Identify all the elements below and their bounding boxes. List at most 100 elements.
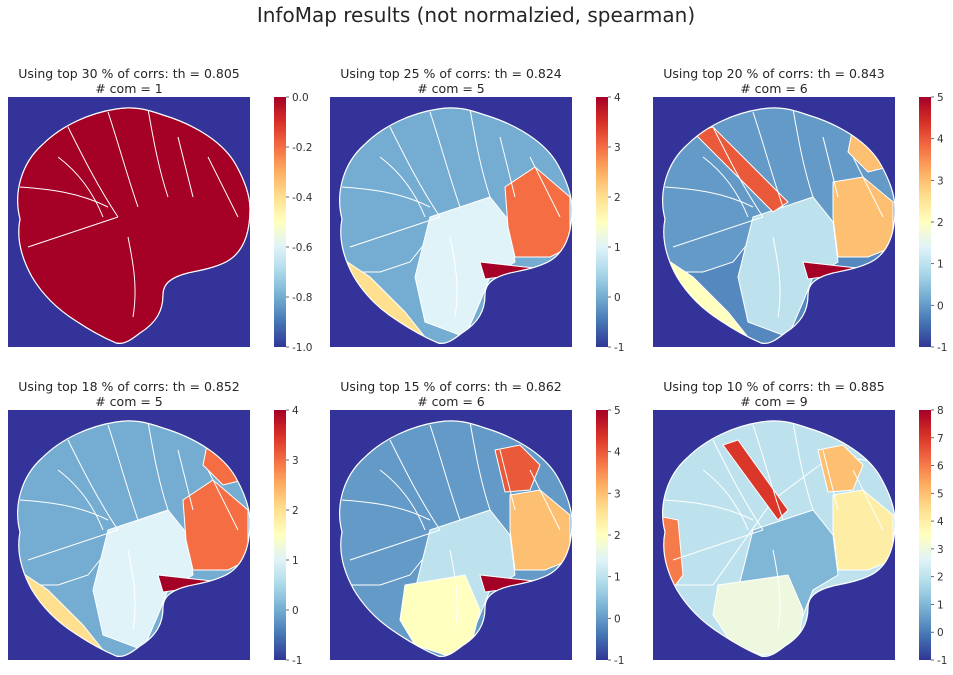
parcel-boundary: [672, 529, 764, 561]
parcel-boundary: [341, 499, 431, 521]
colorbar: [919, 97, 931, 347]
parcel-boundary: [57, 156, 104, 218]
heatmap-image: [653, 410, 896, 660]
colorbar-tick-label: 3: [614, 142, 621, 154]
parcel-boundary: [27, 529, 119, 561]
colorbar-tick-label: -1: [292, 655, 302, 667]
colorbar-tick-label: -0.8: [292, 292, 313, 304]
parcel-boundary: [27, 216, 119, 248]
parcel-boundary: [207, 469, 239, 531]
colorbar-tick-label: 2: [614, 192, 621, 204]
parcel-boundary: [822, 136, 839, 198]
parcel-boundary: [107, 111, 139, 208]
community-region: [92, 509, 194, 651]
colorbar-tick-label: 1: [614, 572, 621, 584]
parcel-boundary: [852, 156, 884, 218]
colorbar-tick-label: 1: [292, 555, 299, 567]
parcel-boundary: [177, 449, 194, 511]
community-region: [832, 176, 894, 258]
colorbar: [274, 97, 286, 347]
subplot-title: Using top 30 % of corrs: th = 0.805: [18, 66, 239, 81]
colorbar-tick-label: 0: [614, 613, 621, 625]
colorbar-tick-label: 2: [937, 217, 944, 229]
colorbar-tick-label: -1: [937, 342, 947, 354]
colorbar-tick-label: -1: [937, 655, 947, 667]
parcel-boundary: [712, 126, 764, 218]
parcel-boundary: [822, 449, 839, 511]
subplot-grid: Using top 30 % of corrs: th = 0.805# com…: [8, 66, 947, 667]
parcel-boundary: [449, 549, 458, 631]
colorbar-tick-label: 1: [937, 599, 944, 611]
colorbar-tick-label: 5: [937, 488, 944, 500]
colorbar-tick-label: 4: [614, 92, 621, 104]
parcel-boundary: [379, 156, 426, 218]
parcel-boundary: [529, 156, 561, 218]
parcel-boundary: [127, 549, 136, 631]
parcel-boundary: [147, 108, 169, 198]
parcel-boundary: [147, 421, 169, 511]
parcel-boundary: [702, 469, 749, 531]
colorbar-tick-label: 5: [614, 405, 621, 417]
figure-suptitle: InfoMap results (not normalzied, spearma…: [257, 3, 695, 27]
parcel-boundary: [19, 499, 109, 521]
subplot-title: Using top 10 % of corrs: th = 0.885: [663, 379, 884, 394]
colorbar-tick-label: 6: [937, 461, 944, 473]
community-region: [662, 514, 684, 596]
parcel-boundary: [67, 439, 119, 531]
subplot-community-count: # com = 1: [95, 81, 163, 96]
colorbar-tick-label: 2: [937, 572, 944, 584]
parcel-boundary: [772, 236, 781, 318]
community-region: [737, 196, 839, 338]
colorbar-tick-label: 8: [937, 405, 944, 417]
colorbar-tick-label: 0: [937, 627, 944, 639]
colorbar-tick-label: -1: [614, 655, 624, 667]
parcel-boundary: [772, 549, 781, 631]
brain-outline: [339, 107, 573, 345]
heatmap-image: [8, 410, 251, 660]
brain-outline: [17, 107, 251, 345]
parcel-boundary: [752, 111, 784, 208]
subplot-community-count: # com = 9: [740, 394, 808, 409]
colorbar-tick-label: 0.0: [292, 92, 309, 104]
colorbar-tick-label: 2: [614, 530, 621, 542]
brain-outline: [662, 420, 896, 658]
parcel-boundary: [389, 439, 441, 531]
colorbar-tick-label: 3: [937, 544, 944, 556]
brain-outline: [339, 420, 573, 658]
subplot-community-count: # com = 5: [417, 81, 485, 96]
parcel-boundary: [664, 186, 754, 208]
subplot-community-count: # com = 6: [417, 394, 485, 409]
subplot-title: Using top 15 % of corrs: th = 0.862: [340, 379, 561, 394]
parcel-boundary: [792, 421, 814, 511]
subplot-2: Using top 25 % of corrs: th = 0.824# com…: [330, 66, 624, 354]
community-region: [722, 439, 789, 521]
colorbar-tick-label: 1: [937, 259, 944, 271]
colorbar-tick-label: 0: [614, 292, 621, 304]
parcel-boundary: [852, 469, 884, 531]
subplot-title: Using top 20 % of corrs: th = 0.843: [663, 66, 884, 81]
parcel-boundary: [389, 126, 441, 218]
parcel-boundary: [529, 469, 561, 531]
colorbar-tick-label: 4: [292, 405, 299, 417]
parcel-boundary: [702, 156, 749, 218]
subplot-6: Using top 10 % of corrs: th = 0.885# com…: [653, 379, 947, 667]
colorbar-tick-label: 4: [614, 447, 621, 459]
brain-outline: [662, 107, 896, 345]
colorbar: [596, 97, 608, 347]
colorbar-tick-label: 7: [937, 433, 944, 445]
parcel-boundary: [672, 216, 764, 248]
colorbar-tick-label: 3: [292, 455, 299, 467]
subplot-community-count: # com = 6: [740, 81, 808, 96]
colorbar-tick-label: -0.6: [292, 242, 313, 254]
brain-outline: [17, 420, 251, 658]
parcel-boundary: [57, 469, 104, 531]
parcel-boundary: [752, 424, 784, 521]
heatmap-image: [330, 97, 573, 347]
parcel-boundary: [429, 111, 461, 208]
parcel-boundary: [177, 136, 194, 198]
subplot-title: Using top 25 % of corrs: th = 0.824: [340, 66, 562, 81]
colorbar-tick-label: 3: [614, 488, 621, 500]
colorbar-tick-label: 1: [614, 242, 621, 254]
colorbar: [919, 410, 931, 660]
